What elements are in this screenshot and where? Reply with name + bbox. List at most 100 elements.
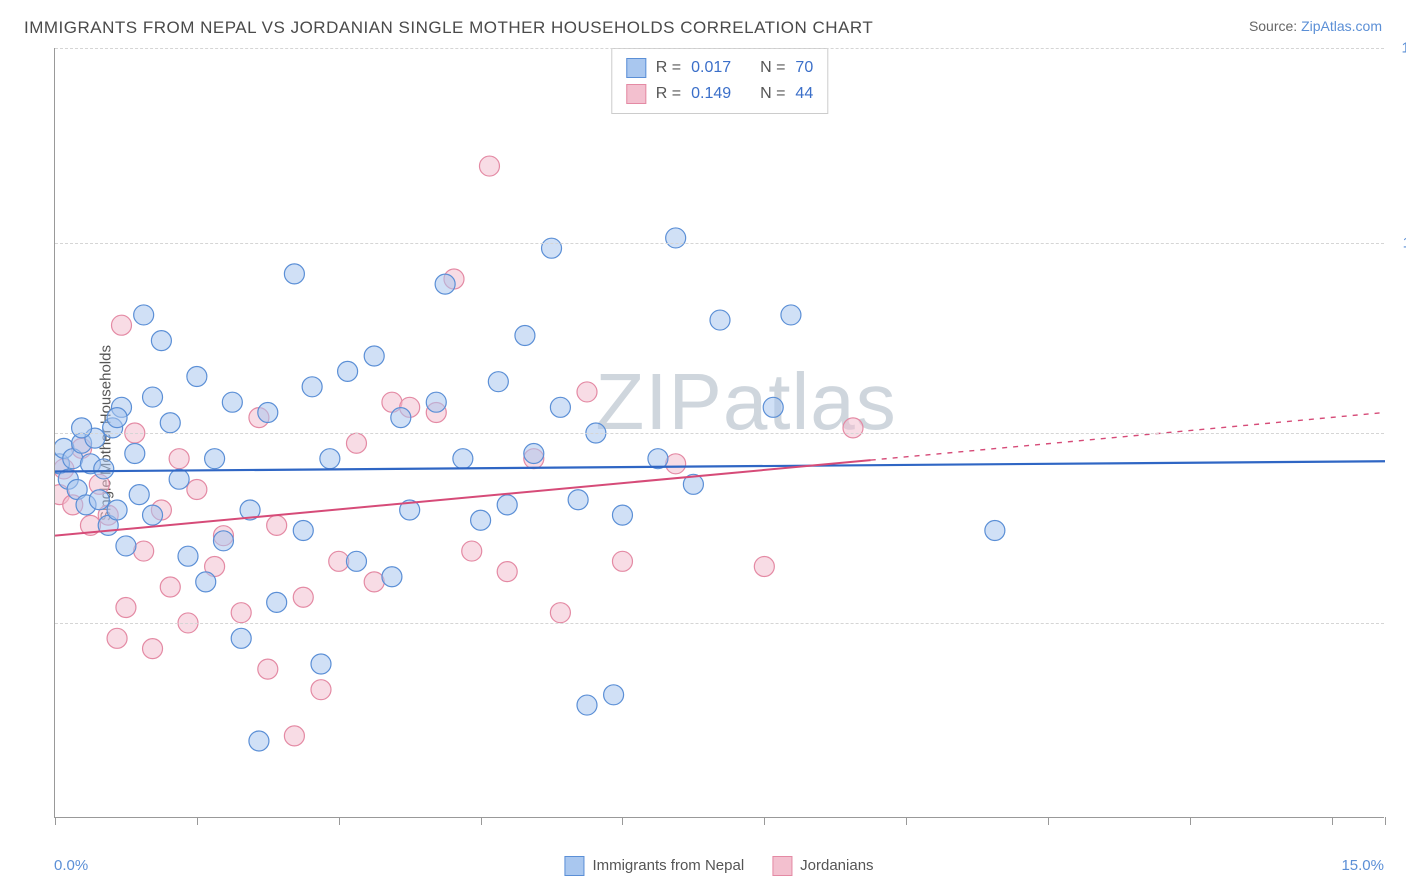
x-axis-max: 15.0% [1341,857,1384,874]
n-label: N = [760,81,785,107]
chart-header: IMMIGRANTS FROM NEPAL VS JORDANIAN SINGL… [0,0,1406,42]
scatter-point [94,459,114,479]
scatter-point [143,639,163,659]
scatter-point [612,551,632,571]
scatter-point [213,531,233,551]
scatter-point [178,546,198,566]
scatter-point [249,731,269,751]
scatter-point [222,392,242,412]
scatter-point [612,505,632,525]
scatter-point [72,418,92,438]
scatter-point [497,495,517,515]
x-tick [906,817,907,825]
scatter-point [577,695,597,715]
scatter-point [382,567,402,587]
scatter-point [391,408,411,428]
scatter-point [985,521,1005,541]
scatter-point [107,408,127,428]
chart-area: Single Mother Households ZIPatlas R = 0.… [54,48,1384,818]
scatter-point [293,587,313,607]
scatter-point [187,479,207,499]
scatter-point [763,397,783,417]
n-label: N = [760,55,785,81]
scatter-point [462,541,482,561]
source-label: Source: ZipAtlas.com [1249,18,1382,34]
scatter-point [346,551,366,571]
scatter-point [453,449,473,469]
scatter-point [710,310,730,330]
scatter-point [187,367,207,387]
legend-item-series1: Immigrants from Nepal [564,856,744,876]
n-value-series1: 70 [795,55,813,81]
scatter-point [550,603,570,623]
scatter-point [143,505,163,525]
n-value-series2: 44 [795,81,813,107]
scatter-point [364,572,384,592]
scatter-point [542,238,562,258]
scatter-point [364,346,384,366]
scatter-point [160,577,180,597]
chart-title: IMMIGRANTS FROM NEPAL VS JORDANIAN SINGL… [24,18,873,38]
scatter-point [231,603,251,623]
scatter-point [435,274,455,294]
source-prefix: Source: [1249,18,1301,34]
scatter-point [524,444,544,464]
scatter-point [116,598,136,618]
scatter-point [550,397,570,417]
gridline-h [55,48,1384,49]
scatter-point [112,315,132,335]
scatter-point [497,562,517,582]
scatter-point [488,372,508,392]
gridline-h [55,243,1384,244]
swatch-series1 [626,58,646,78]
source-link[interactable]: ZipAtlas.com [1301,18,1382,34]
scatter-point [267,515,287,535]
stats-row-series2: R = 0.149 N = 44 [626,81,813,107]
r-value-series1: 0.017 [691,55,731,81]
gridline-h [55,623,1384,624]
scatter-point [293,521,313,541]
scatter-point [577,382,597,402]
x-tick [1385,817,1386,825]
scatter-point [258,402,278,422]
scatter-point [205,449,225,469]
x-tick [1332,817,1333,825]
scatter-point [781,305,801,325]
plot-region: ZIPatlas R = 0.017 N = 70 R = 0.149 N = … [54,48,1384,818]
scatter-point [284,264,304,284]
scatter-point [116,536,136,556]
scatter-point [129,485,149,505]
scatter-point [284,726,304,746]
scatter-point [346,433,366,453]
scatter-point [666,228,686,248]
scatter-point [843,418,863,438]
r-label: R = [656,55,681,81]
x-tick [1190,817,1191,825]
legend-swatch-series2 [772,856,792,876]
scatter-point [267,592,287,612]
r-value-series2: 0.149 [691,81,731,107]
scatter-point [320,449,340,469]
x-tick [339,817,340,825]
stats-legend: R = 0.017 N = 70 R = 0.149 N = 44 [611,48,828,114]
scatter-point [515,325,535,345]
x-tick [764,817,765,825]
scatter-point [169,449,189,469]
y-tick-label: 11.2% [1403,235,1406,252]
y-tick-label: 15.0% [1401,40,1406,57]
scatter-point [143,387,163,407]
scatter-point [604,685,624,705]
scatter-point [134,305,154,325]
swatch-series2 [626,84,646,104]
r-label: R = [656,81,681,107]
gridline-h [55,433,1384,434]
scatter-point [471,510,491,530]
scatter-point [479,156,499,176]
x-tick [481,817,482,825]
scatter-point [311,680,331,700]
scatter-point [426,392,446,412]
scatter-point [329,551,349,571]
scatter-point [169,469,189,489]
scatter-point [125,444,145,464]
scatter-point [107,500,127,520]
